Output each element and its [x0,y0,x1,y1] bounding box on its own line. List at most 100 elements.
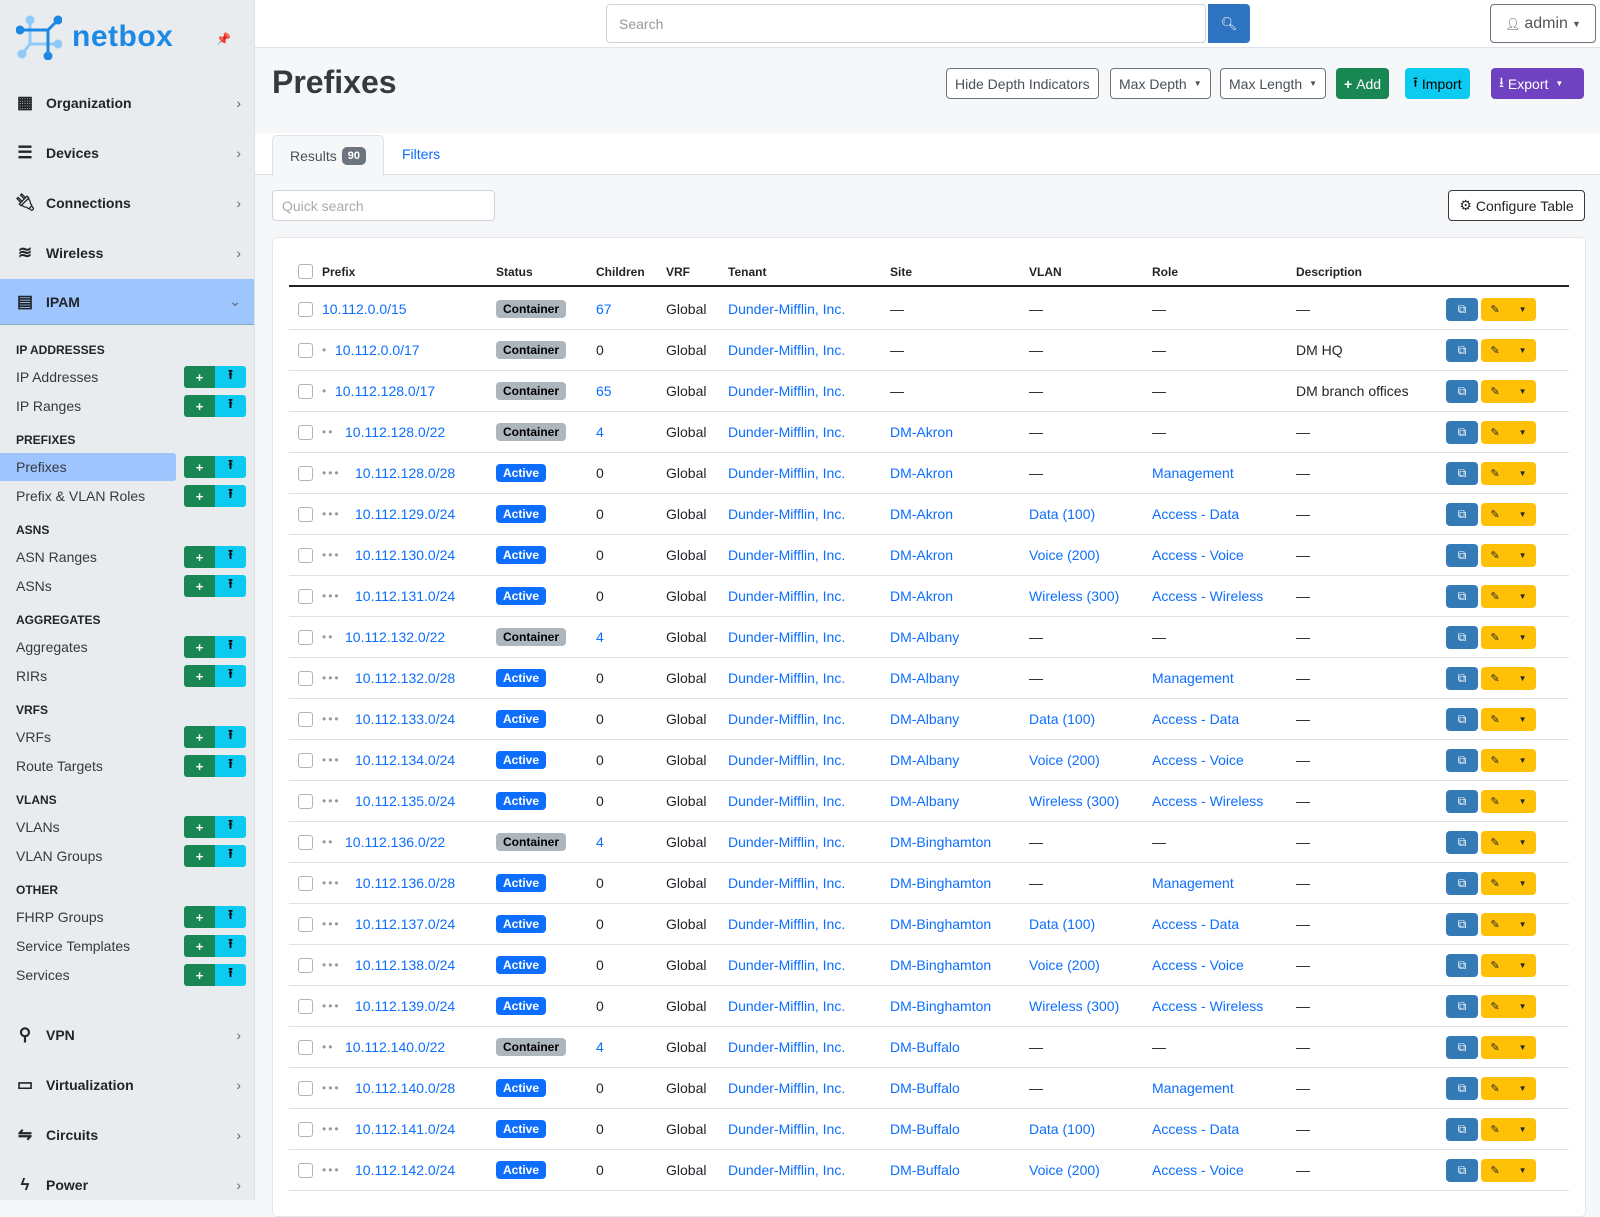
row-checkbox[interactable] [298,548,313,563]
export-dropdown[interactable]: ⭳ Export ▼ [1491,68,1584,99]
prefix-link[interactable]: 10.112.141.0/24 [355,1121,456,1137]
vlan-link[interactable]: Data (100) [1029,506,1096,522]
vlan-link[interactable]: Data (100) [1029,1121,1096,1137]
search-button[interactable]: 🔍︎ [1208,4,1250,43]
vlan-link[interactable]: Voice (200) [1029,1162,1100,1178]
sidebar-item-ip-ranges[interactable]: IP Ranges + ⭱ [0,392,254,420]
clone-button[interactable]: ⧉ [1446,872,1478,895]
clone-button[interactable]: ⧉ [1446,954,1478,977]
column-tenant[interactable]: Tenant [728,265,767,279]
tab-filters[interactable]: Filters [402,146,441,162]
site-link[interactable]: DM-Albany [890,752,960,768]
sidebar-menu-power[interactable]: ϟ Power › [0,1162,254,1200]
edit-button[interactable]: ✎ ▼ [1481,462,1536,485]
quick-search-input[interactable]: Quick search [272,190,495,221]
edit-button[interactable]: ✎ ▼ [1481,708,1536,731]
role-link[interactable]: Access - Data [1152,506,1240,522]
children-count[interactable]: 4 [596,1039,604,1055]
tenant-link[interactable]: Dunder-Mifflin, Inc. [728,506,846,522]
role-link[interactable]: Access - Wireless [1152,793,1264,809]
prefix-link[interactable]: 10.112.135.0/24 [355,793,456,809]
clone-button[interactable]: ⧉ [1446,667,1478,690]
sidebar-menu-vpn[interactable]: ⚲ VPN › [0,1012,254,1058]
add-icon[interactable]: + [184,906,215,928]
select-all-checkbox[interactable] [298,264,313,279]
netbox-logo[interactable]: netbox [16,14,173,60]
edit-button[interactable]: ✎ ▼ [1481,749,1536,772]
site-link[interactable]: DM-Binghamton [890,834,992,850]
add-icon[interactable]: + [184,726,215,748]
site-link[interactable]: DM-Buffalo [890,1162,960,1178]
hide-depth-button[interactable]: Hide Depth Indicators [946,68,1099,99]
role-link[interactable]: Access - Wireless [1152,588,1264,604]
tenant-link[interactable]: Dunder-Mifflin, Inc. [728,670,846,686]
prefix-link[interactable]: 10.112.130.0/24 [355,547,456,563]
clone-button[interactable]: ⧉ [1446,1159,1478,1182]
column-role[interactable]: Role [1152,265,1179,279]
configure-table-button[interactable]: ⚙ Configure Table [1448,190,1585,221]
upload-icon[interactable]: ⭱ [215,935,246,957]
clone-button[interactable]: ⧉ [1446,913,1478,936]
sidebar-item-asns[interactable]: ASNs + ⭱ [0,572,254,600]
caret-down-icon[interactable]: ▼ [1518,346,1527,355]
row-checkbox[interactable] [298,917,313,932]
clone-button[interactable]: ⧉ [1446,790,1478,813]
column-description[interactable]: Description [1296,265,1363,279]
tenant-link[interactable]: Dunder-Mifflin, Inc. [728,465,846,481]
tenant-link[interactable]: Dunder-Mifflin, Inc. [728,752,846,768]
sidebar-item-vrfs[interactable]: VRFs + ⭱ [0,723,254,751]
role-link[interactable]: Access - Voice [1152,1162,1244,1178]
caret-down-icon[interactable]: ▼ [1518,879,1527,888]
site-link[interactable]: DM-Akron [890,424,954,440]
upload-icon[interactable]: ⭱ [215,964,246,986]
upload-icon[interactable]: ⭱ [215,395,246,417]
edit-button[interactable]: ✎ ▼ [1481,339,1536,362]
tenant-link[interactable]: Dunder-Mifflin, Inc. [728,711,846,727]
caret-down-icon[interactable]: ▼ [1518,1043,1527,1052]
edit-button[interactable]: ✎ ▼ [1481,626,1536,649]
edit-button[interactable]: ✎ ▼ [1481,1159,1536,1182]
prefix-link[interactable]: 10.112.134.0/24 [355,752,456,768]
tenant-link[interactable]: Dunder-Mifflin, Inc. [728,629,846,645]
add-icon[interactable]: + [184,366,215,388]
tenant-link[interactable]: Dunder-Mifflin, Inc. [728,916,846,932]
edit-button[interactable]: ✎ ▼ [1481,667,1536,690]
row-checkbox[interactable] [298,753,313,768]
site-link[interactable]: DM-Binghamton [890,998,992,1014]
caret-down-icon[interactable]: ▼ [1518,797,1527,806]
row-checkbox[interactable] [298,1040,313,1055]
children-count[interactable]: 4 [596,834,604,850]
add-icon[interactable]: + [184,636,215,658]
site-link[interactable]: DM-Akron [890,506,954,522]
clone-button[interactable]: ⧉ [1446,749,1478,772]
caret-down-icon[interactable]: ▼ [1518,633,1527,642]
edit-button[interactable]: ✎ ▼ [1481,831,1536,854]
sidebar-item-fhrp-groups[interactable]: FHRP Groups + ⭱ [0,903,254,931]
role-link[interactable]: Management [1152,670,1234,686]
row-checkbox[interactable] [298,343,313,358]
role-link[interactable]: Access - Data [1152,916,1240,932]
clone-button[interactable]: ⧉ [1446,421,1478,444]
add-icon[interactable]: + [184,935,215,957]
tenant-link[interactable]: Dunder-Mifflin, Inc. [728,834,846,850]
row-checkbox[interactable] [298,302,313,317]
caret-down-icon[interactable]: ▼ [1518,592,1527,601]
sidebar-item-asn-ranges[interactable]: ASN Ranges + ⭱ [0,543,254,571]
prefix-link[interactable]: 10.112.128.0/17 [335,383,436,399]
edit-button[interactable]: ✎ ▼ [1481,790,1536,813]
sidebar-item-prefixes[interactable]: Prefixes + ⭱ [0,453,254,481]
caret-down-icon[interactable]: ▼ [1518,920,1527,929]
upload-icon[interactable]: ⭱ [215,906,246,928]
site-link[interactable]: DM-Albany [890,711,960,727]
vlan-link[interactable]: Voice (200) [1029,752,1100,768]
sidebar-item-ip-addresses[interactable]: IP Addresses + ⭱ [0,363,254,391]
column-site[interactable]: Site [890,265,913,279]
role-link[interactable]: Management [1152,1080,1234,1096]
prefix-link[interactable]: 10.112.129.0/24 [355,506,456,522]
sidebar-item-aggregates[interactable]: Aggregates + ⭱ [0,633,254,661]
role-link[interactable]: Management [1152,465,1234,481]
upload-icon[interactable]: ⭱ [215,665,246,687]
row-checkbox[interactable] [298,507,313,522]
prefix-link[interactable]: 10.112.136.0/28 [355,875,456,891]
children-count[interactable]: 65 [596,383,612,399]
